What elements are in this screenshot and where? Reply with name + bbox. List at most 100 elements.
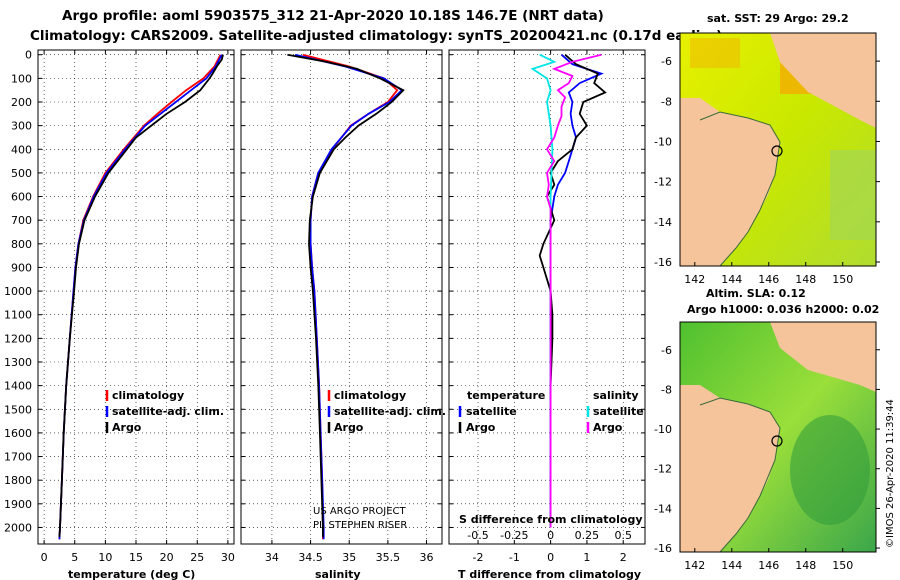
- s-difference-title: S difference from climatology: [459, 513, 643, 526]
- sla-float-marker: [771, 435, 783, 447]
- salinity-x-tick-label: 35: [342, 551, 356, 564]
- depth-tick-label: 1500: [4, 403, 32, 416]
- difference-axis-label: T difference from climatology: [458, 568, 641, 580]
- temperature-panel-frame: [37, 49, 235, 545]
- map-lon-label: 144: [721, 273, 742, 286]
- map-lon-label: 150: [832, 273, 853, 286]
- s-diff-tick-label: 0.5: [614, 529, 632, 542]
- map-lat-label: -6: [661, 55, 672, 68]
- depth-tick-label: 200: [11, 96, 32, 109]
- salinity-x-tick-label: 34.5: [298, 551, 323, 564]
- temperature-legend: climatology satellite-adj. clim. Argo: [105, 389, 224, 434]
- map-lat-label: -12: [654, 176, 672, 189]
- figure-title-line1: Argo profile: aoml 5903575_312 21-Apr-20…: [62, 8, 604, 24]
- difference-x-tick-label: 2: [620, 551, 627, 564]
- depth-tick-label: 800: [11, 238, 32, 251]
- sst-float-marker: [771, 145, 783, 157]
- map-lon-label: 142: [684, 559, 705, 572]
- temperature-x-tick-label: 10: [98, 551, 112, 564]
- salinity-x-tick-label: 35.5: [376, 551, 401, 564]
- salinity-series-argo: [287, 53, 405, 537]
- legend-s-satellite: satellite: [593, 405, 644, 418]
- map-lon-label: 142: [684, 273, 705, 286]
- legend-t-argo: Argo: [466, 421, 496, 434]
- sla-map-title2: Argo h1000: 0.036 h2000: 0.02: [687, 303, 879, 316]
- temperature-series-climatology: [58, 54, 222, 540]
- depth-tick-label: 1600: [4, 427, 32, 440]
- temperature-x-tick-label: 0: [41, 551, 48, 564]
- temperature-x-tick-label: 5: [71, 551, 78, 564]
- difference-x-tick-label: -1: [509, 551, 520, 564]
- map-ticks: -6 -8 -10 -12 -14 -16 142 144 146 148 150 -6 -8 -10 -1…: [654, 55, 880, 572]
- map-lon-label: 150: [832, 559, 853, 572]
- difference-x-tick-label: -2: [473, 551, 484, 564]
- map-lon-label: 148: [795, 559, 816, 572]
- series-layer: [58, 53, 607, 540]
- depth-tick-label: 1100: [4, 309, 32, 322]
- legend-satellite-adj-sal: satellite-adj. clim.: [334, 405, 446, 418]
- depth-axis: 0 100 200 300 400 500 600 700 800 900 1000 1100 1200…: [4, 49, 32, 535]
- difference-x-tick-label: 0: [547, 551, 554, 564]
- depth-tick-label: 0: [25, 49, 32, 62]
- map-lat-label: -16: [654, 542, 672, 555]
- salinity-x-tick-label: 34: [265, 551, 279, 564]
- depth-tick-label: 400: [11, 143, 32, 156]
- map-lat-label: -8: [661, 95, 672, 108]
- temperature-axis-label: temperature (deg C): [68, 568, 195, 580]
- map-lat-label: -14: [654, 216, 672, 229]
- legend-climatology: climatology: [112, 389, 184, 402]
- depth-tick-label: 600: [11, 191, 32, 204]
- difference-legend: temperature salinity satellite Argo sate…: [458, 389, 644, 434]
- map-lat-label: -16: [654, 256, 672, 269]
- sla-map: [679, 321, 877, 553]
- depth-tick-label: 1800: [4, 474, 32, 487]
- map-lat-label: -14: [654, 502, 672, 515]
- salinity-axis-label: salinity: [315, 568, 361, 580]
- legend-temperature: temperature: [467, 389, 545, 402]
- s-diff-tick-label: 0: [547, 529, 554, 542]
- depth-tick-label: 700: [11, 214, 32, 227]
- temperature-x-tick-label: 15: [129, 551, 143, 564]
- map-lon-label: 146: [758, 559, 779, 572]
- map-lat-label: -10: [654, 135, 672, 148]
- depth-tick-label: 900: [11, 261, 32, 274]
- legend-argo: Argo: [112, 421, 142, 434]
- figure-title-line2: Climatology: CARS2009. Satellite-adjuste…: [30, 28, 722, 44]
- depth-tick-label: 2000: [4, 521, 32, 534]
- depth-tick-label: 500: [11, 167, 32, 180]
- credit-project: US ARGO PROJECT: [313, 506, 407, 517]
- map-lat-label: -8: [661, 383, 672, 396]
- legend-salinity: salinity: [593, 389, 639, 402]
- difference-x-tick-label: 1: [583, 551, 590, 564]
- depth-tick-label: 1400: [4, 380, 32, 393]
- sst-map-title: sat. SST: 29 Argo: 29.2: [707, 12, 849, 25]
- depth-tick-label: 1700: [4, 451, 32, 464]
- depth-tick-label: 300: [11, 120, 32, 133]
- depth-tick-label: 1900: [4, 498, 32, 511]
- salinity-legend: climatology satellite-adj. clim. Argo: [327, 389, 446, 434]
- temperature-x-tick-label: 30: [221, 551, 235, 564]
- temperature-x-tick-label: 20: [160, 551, 174, 564]
- grid-layer: [38, 50, 645, 544]
- sla-map-title1: Altim. SLA: 0.12: [706, 287, 806, 300]
- imos-stamp: ©IMOS 26-Apr-2020 11:39:44: [885, 399, 896, 548]
- salinity-panel-frame: [240, 49, 443, 545]
- depth-tick-label: 100: [11, 72, 32, 85]
- salinity-diff-ticks: -0.5 -0.25 0 0.25 0.5: [467, 529, 632, 542]
- sst-map: [679, 32, 877, 267]
- depth-tick-label: 1000: [4, 285, 32, 298]
- s-diff-tick-label: -0.25: [500, 529, 528, 542]
- s-diff-tick-label: 0.25: [575, 529, 600, 542]
- legend-climatology-sal: climatology: [334, 389, 406, 402]
- credit-pi: PI: STEPHEN RISER: [313, 520, 407, 531]
- map-lon-label: 144: [721, 559, 742, 572]
- temperature-x-tick-label: 25: [190, 551, 204, 564]
- tick-layer: 0 5 10 15 20 25 30 34 34.5 35 35.5 36 -2 -1 0 1 2: [38, 50, 645, 564]
- map-lat-label: -6: [661, 344, 672, 357]
- map-lon-label: 148: [795, 273, 816, 286]
- legend-t-satellite: satellite: [466, 405, 517, 418]
- legend-argo-sal: Argo: [334, 421, 364, 434]
- legend-satellite-adj: satellite-adj. clim.: [112, 405, 224, 418]
- map-lon-label: 146: [758, 273, 779, 286]
